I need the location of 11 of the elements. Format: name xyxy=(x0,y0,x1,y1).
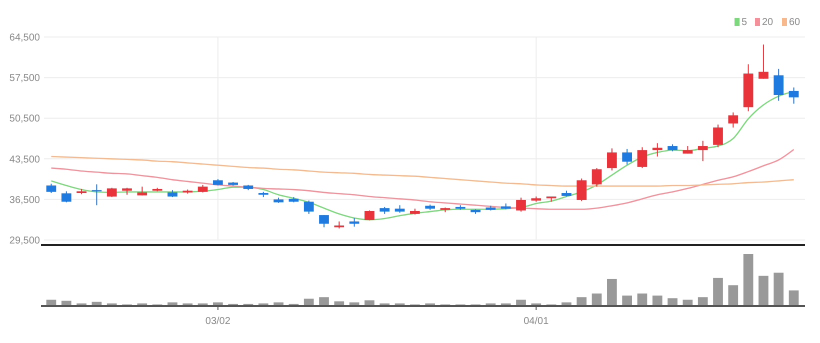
y-tick-label: 64,500 xyxy=(9,32,40,44)
y-tick-label: 43,500 xyxy=(9,154,40,166)
y-tick-label: 50,500 xyxy=(9,114,40,125)
x-tick-label: 03/02 xyxy=(205,316,231,327)
x-tick-label: 04/01 xyxy=(524,316,550,327)
y-tick-label: 36,500 xyxy=(9,194,40,206)
legend-label: 20 xyxy=(762,17,774,28)
y-tick-label: 29,500 xyxy=(9,236,40,246)
legend-label: 5 xyxy=(742,17,748,28)
y-tick-label: 57,500 xyxy=(9,73,40,84)
legend-label: 60 xyxy=(789,17,801,28)
